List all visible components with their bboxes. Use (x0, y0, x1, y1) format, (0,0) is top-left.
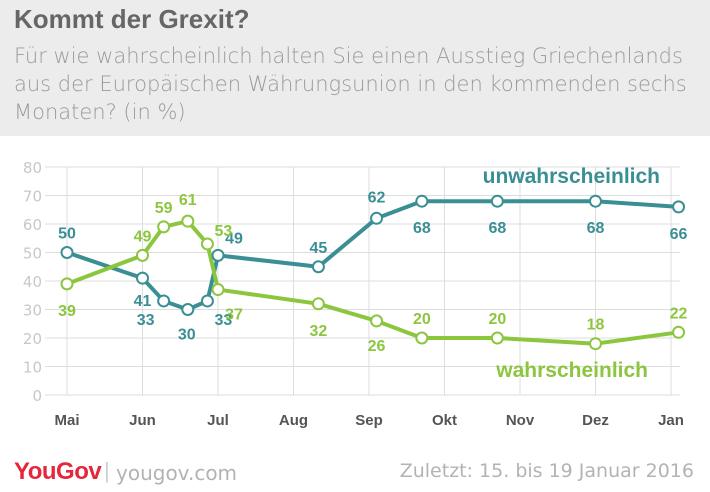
yougov-logo: YouGov (14, 458, 102, 486)
y-tick-label: 30 (23, 302, 42, 320)
data-label-wahrscheinlich: 18 (587, 317, 605, 334)
data-point-unwahrscheinlich (157, 294, 171, 308)
data-point-wahrscheinlich (672, 325, 686, 339)
data-label-unwahrscheinlich: 33 (215, 312, 233, 329)
data-point-unwahrscheinlich (211, 248, 225, 262)
y-tick-label: 20 (23, 330, 42, 348)
chart-title: Kommt der Grexit? (14, 4, 250, 34)
data-point-wahrscheinlich (60, 277, 74, 291)
series-label-wahrscheinlich: wahrscheinlich (495, 359, 648, 382)
data-point-unwahrscheinlich (589, 194, 602, 208)
data-label-unwahrscheinlich: 45 (310, 240, 328, 257)
y-tick-label: 60 (23, 216, 42, 234)
footer-separator: | (104, 458, 110, 483)
data-point-wahrscheinlich (157, 220, 171, 234)
data-label-unwahrscheinlich: 68 (488, 220, 506, 237)
data-point-unwahrscheinlich (672, 200, 686, 214)
x-tick-label: Jan (658, 412, 684, 429)
series-label-unwahrscheinlich: unwahrscheinlich (483, 165, 660, 188)
data-label-wahrscheinlich: 20 (488, 311, 506, 328)
data-label-unwahrscheinlich: 49 (225, 230, 243, 247)
site-url: yougov.com (116, 461, 238, 485)
data-point-wahrscheinlich (311, 297, 325, 311)
data-point-wahrscheinlich (415, 331, 429, 345)
data-label-unwahrscheinlich: 62 (368, 189, 386, 206)
data-point-unwahrscheinlich (415, 194, 429, 208)
data-label-wahrscheinlich: 22 (670, 305, 688, 322)
x-tick-label: Nov (506, 412, 535, 429)
data-label-unwahrscheinlich: 68 (587, 220, 605, 237)
x-tick-label: Sep (355, 412, 383, 429)
data-label-wahrscheinlich: 59 (155, 200, 173, 217)
data-label-wahrscheinlich: 39 (58, 303, 76, 320)
data-point-wahrscheinlich (211, 283, 225, 297)
data-point-wahrscheinlich (136, 248, 149, 262)
y-tick-label: 40 (23, 273, 42, 291)
footer: YouGov | yougov.com Zuletzt: 15. bis 19 … (0, 452, 710, 492)
logo-gov: Gov (56, 458, 102, 485)
data-point-wahrscheinlich (200, 237, 214, 251)
data-label-wahrscheinlich: 20 (413, 311, 431, 328)
data-label-wahrscheinlich: 37 (225, 307, 243, 324)
data-label-unwahrscheinlich: 66 (670, 226, 688, 243)
logo-you: You (14, 458, 57, 485)
data-point-wahrscheinlich (589, 337, 602, 351)
x-tick-label: Mai (54, 412, 79, 429)
data-label-unwahrscheinlich: 33 (137, 312, 155, 329)
data-point-unwahrscheinlich (200, 294, 214, 308)
data-point-wahrscheinlich (370, 314, 384, 328)
data-point-unwahrscheinlich (311, 260, 325, 274)
y-tick-label: 70 (23, 188, 42, 206)
y-tick-label: 0 (32, 387, 42, 405)
data-label-unwahrscheinlich: 41 (134, 293, 152, 310)
data-point-unwahrscheinlich (181, 303, 195, 316)
data-label-wahrscheinlich: 53 (215, 223, 233, 240)
data-point-unwahrscheinlich (60, 246, 74, 259)
data-point-wahrscheinlich (181, 214, 195, 228)
y-tick-label: 50 (23, 245, 42, 263)
x-tick-label: Jun (129, 412, 156, 429)
data-point-wahrscheinlich (490, 331, 504, 345)
data-label-unwahrscheinlich: 68 (413, 220, 431, 237)
header: Kommt der Grexit? Für wie wahrscheinlich… (0, 0, 710, 136)
data-label-wahrscheinlich: 61 (179, 192, 197, 209)
data-label-wahrscheinlich: 49 (134, 228, 152, 245)
y-tick-label: 10 (23, 359, 42, 377)
data-label-unwahrscheinlich: 50 (58, 226, 76, 243)
data-point-unwahrscheinlich (136, 271, 149, 285)
data-point-unwahrscheinlich (370, 211, 384, 225)
data-point-unwahrscheinlich (490, 194, 504, 208)
chart-subtitle: Für wie wahrscheinlich halten Sie einen … (14, 44, 687, 124)
line-chart: 0 10 20 30 40 50 60 70 80 Mai Jun Jul Aug Sep Okt Nov De… (23, 159, 688, 429)
data-label-wahrscheinlich: 26 (368, 338, 386, 355)
data-label-wahrscheinlich: 32 (310, 323, 328, 340)
last-updated: Zuletzt: 15. bis 19 Januar 2016 (399, 460, 694, 482)
x-tick-label: Jul (207, 412, 229, 429)
x-tick-label: Aug (279, 412, 308, 429)
y-tick-label: 80 (23, 159, 42, 177)
x-tick-label: Okt (432, 412, 457, 429)
x-tick-label: Dez (582, 412, 609, 429)
data-label-unwahrscheinlich: 30 (178, 327, 196, 344)
